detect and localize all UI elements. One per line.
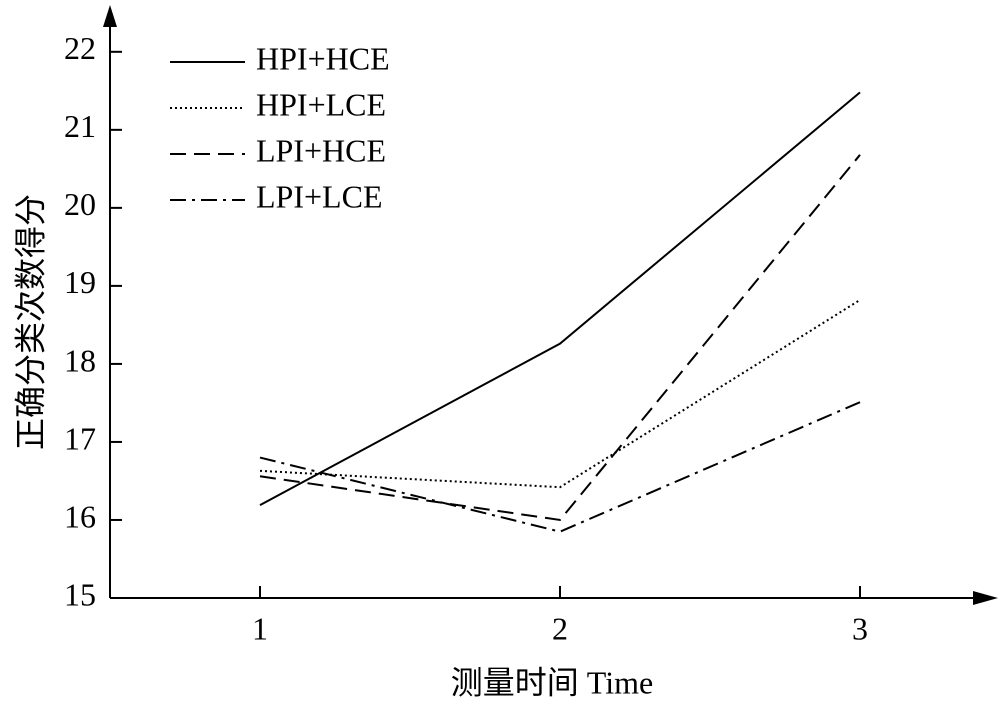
legend-label: LPI+LCE [256, 178, 382, 214]
legend-label: HPI+HCE [256, 40, 390, 76]
legend-label: LPI+HCE [256, 132, 386, 168]
y-tick-label: 21 [64, 108, 96, 144]
series-line [259, 401, 861, 533]
series-line [259, 91, 861, 507]
y-axis-label: 正确分类次数得分 [12, 194, 48, 450]
series-line [259, 299, 861, 489]
legend-label: HPI+LCE [256, 86, 386, 122]
series-line [259, 154, 861, 522]
x-axis-label: 测量时间 Time [451, 664, 653, 700]
x-tick-label: 3 [852, 610, 868, 646]
y-tick-label: 15 [64, 576, 96, 612]
y-tick-label: 17 [64, 420, 96, 456]
y-tick-label: 19 [64, 264, 96, 300]
y-tick-label: 20 [64, 186, 96, 222]
y-axis-arrow [103, 5, 117, 27]
y-tick-label: 16 [64, 498, 96, 534]
y-tick-label: 22 [64, 30, 96, 66]
x-axis-arrow [973, 591, 998, 605]
y-tick-label: 18 [64, 342, 96, 378]
x-tick-label: 1 [252, 610, 268, 646]
x-tick-label: 2 [552, 610, 568, 646]
